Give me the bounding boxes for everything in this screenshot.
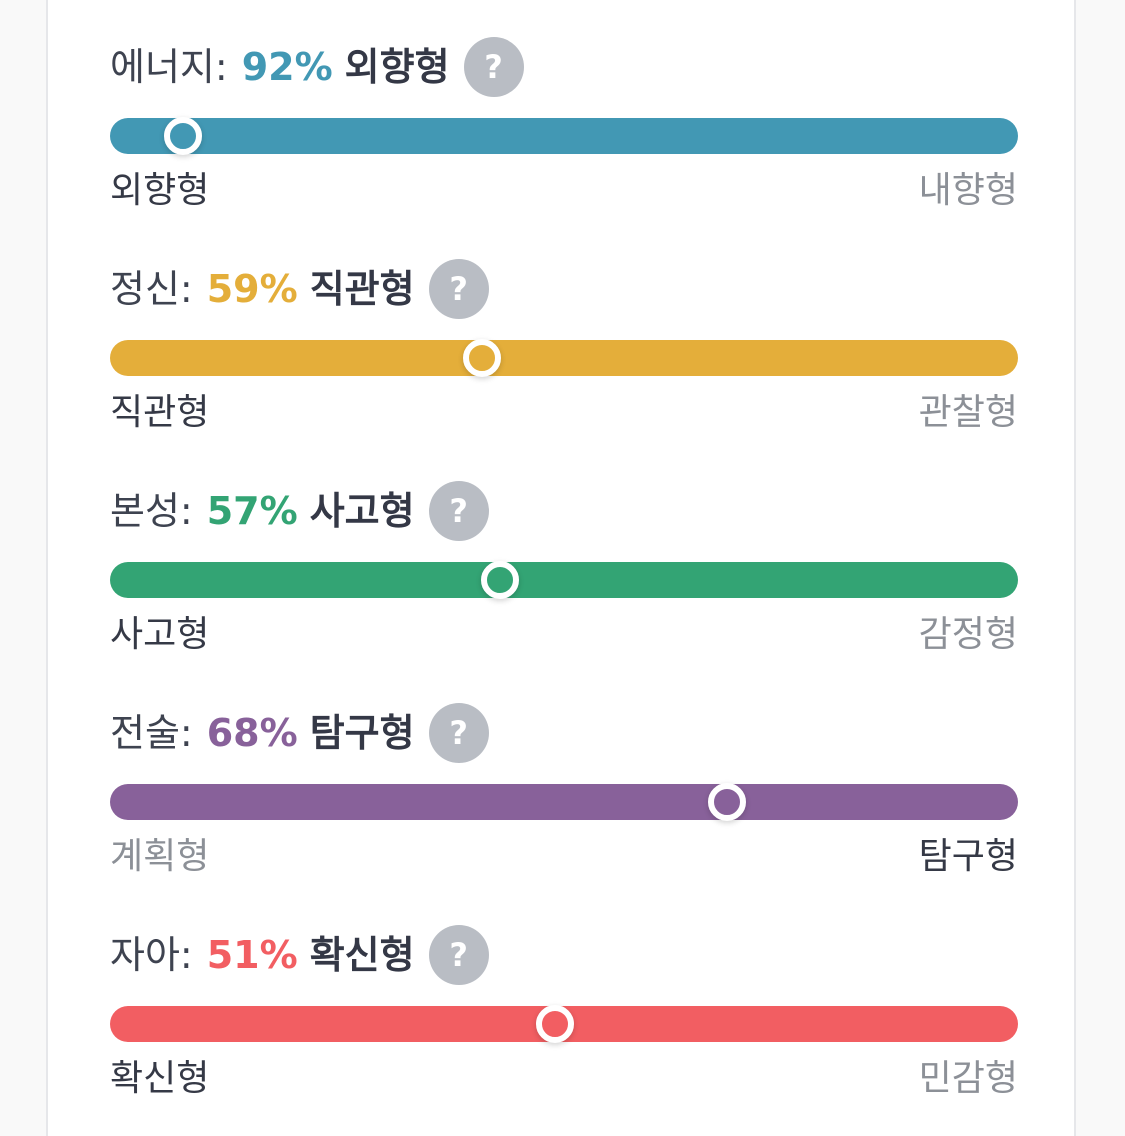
help-icon[interactable]: ? bbox=[428, 259, 489, 319]
help-icon[interactable]: ? bbox=[463, 37, 524, 97]
trait-result: 탐구형 bbox=[309, 711, 415, 755]
help-icon[interactable]: ? bbox=[428, 703, 489, 763]
trait-name: 본성: bbox=[110, 489, 193, 533]
trait-percent: 59% bbox=[206, 267, 298, 311]
left-pole-label: 직관형 bbox=[110, 392, 210, 433]
trait-heading: 자아: 51% 확신형 ? bbox=[110, 922, 489, 988]
trait-name: 자아: bbox=[110, 933, 193, 977]
right-pole-label: 탐구형 bbox=[918, 836, 1018, 877]
trait-slider-track[interactable] bbox=[110, 1005, 1018, 1043]
trait-identity: 자아: 51% 확신형 ? 확신형 민감형 bbox=[110, 922, 1018, 1112]
trait-heading: 전술: 68% 탐구형 ? bbox=[110, 700, 489, 766]
trait-name: 에너지: bbox=[110, 45, 228, 89]
trait-percent: 92% bbox=[241, 45, 333, 89]
trait-slider-knob[interactable] bbox=[481, 561, 520, 599]
trait-slider-knob[interactable] bbox=[463, 339, 502, 377]
trait-result: 확신형 bbox=[309, 933, 415, 977]
trait-slider-knob[interactable] bbox=[708, 783, 747, 821]
trait-percent: 68% bbox=[206, 711, 298, 755]
right-pole-label: 관찰형 bbox=[918, 392, 1018, 433]
trait-name: 전술: bbox=[110, 711, 193, 755]
trait-nature: 본성: 57% 사고형 ? 사고형 감정형 bbox=[110, 478, 1018, 668]
right-pole-label: 감정형 bbox=[918, 614, 1018, 655]
left-pole-label: 계획형 bbox=[110, 836, 210, 877]
help-icon[interactable]: ? bbox=[428, 481, 489, 541]
trait-name: 정신: bbox=[110, 267, 193, 311]
trait-slider-track[interactable] bbox=[110, 783, 1018, 821]
trait-percent: 57% bbox=[206, 489, 298, 533]
trait-result: 외향형 bbox=[344, 45, 450, 89]
trait-slider-track[interactable] bbox=[110, 339, 1018, 377]
right-pole-label: 민감형 bbox=[918, 1058, 1018, 1099]
trait-slider-track[interactable] bbox=[110, 117, 1018, 155]
left-pole-label: 사고형 bbox=[110, 614, 210, 655]
trait-mind: 정신: 59% 직관형 ? 직관형 관찰형 bbox=[110, 256, 1018, 446]
trait-result: 사고형 bbox=[309, 489, 415, 533]
trait-percent: 51% bbox=[206, 933, 298, 977]
trait-tactics: 전술: 68% 탐구형 ? 계획형 탐구형 bbox=[110, 700, 1018, 890]
traits-card: 에너지: 92% 외향형 ? 외향형 내향형 정신: 59% 직관형 ? 직관형… bbox=[46, 0, 1076, 1136]
trait-slider-track[interactable] bbox=[110, 561, 1018, 599]
left-pole-label: 확신형 bbox=[110, 1058, 210, 1099]
trait-heading: 정신: 59% 직관형 ? bbox=[110, 256, 489, 322]
right-pole-label: 내향형 bbox=[918, 170, 1018, 211]
trait-heading: 본성: 57% 사고형 ? bbox=[110, 478, 489, 544]
trait-slider-knob[interactable] bbox=[535, 1005, 574, 1043]
left-pole-label: 외향형 bbox=[110, 170, 210, 211]
help-icon[interactable]: ? bbox=[428, 925, 489, 985]
trait-slider-knob[interactable] bbox=[163, 117, 202, 155]
trait-energy: 에너지: 92% 외향형 ? 외향형 내향형 bbox=[110, 34, 1018, 224]
trait-result: 직관형 bbox=[309, 267, 415, 311]
trait-heading: 에너지: 92% 외향형 ? bbox=[110, 34, 524, 100]
